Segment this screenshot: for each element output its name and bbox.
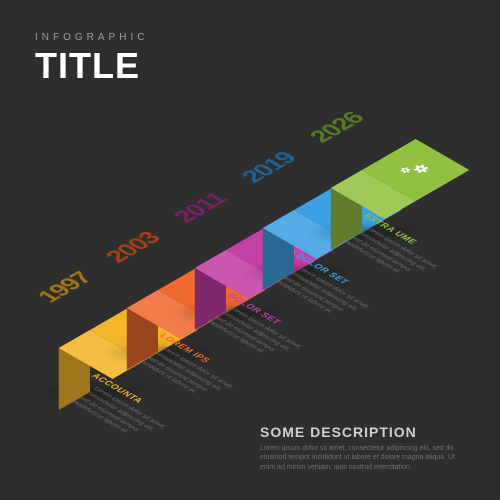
footer: SOME DESCRIPTION Lorem ipsum dolor sit a…	[260, 424, 470, 472]
header: INFOGRAPHIC TITLE	[35, 32, 148, 87]
footer-text: Lorem ipsum dolor sit amet, consectetur …	[260, 444, 470, 472]
gears-icon	[393, 157, 438, 183]
supertitle: INFOGRAPHIC	[35, 32, 148, 43]
footer-title: SOME DESCRIPTION	[260, 424, 470, 440]
main-title: TITLE	[35, 45, 148, 87]
